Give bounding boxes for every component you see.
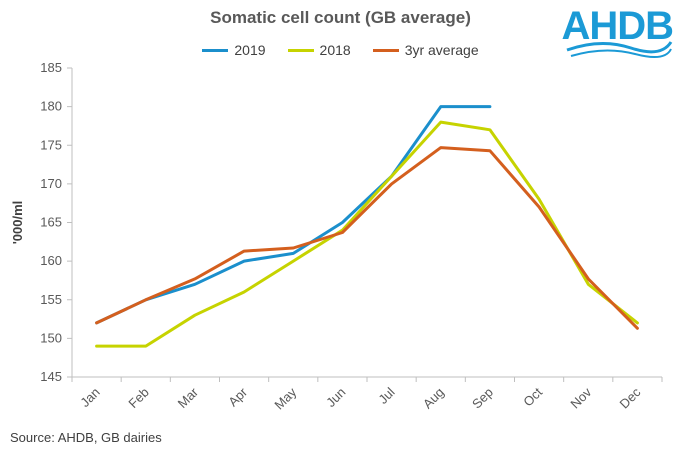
x-tick-label: Dec — [617, 384, 644, 411]
legend-swatch-3yr-average — [372, 48, 399, 52]
legend-item-3yr-average: 3yr average — [372, 42, 479, 58]
legend-label-2018: 2018 — [319, 42, 351, 58]
series-line-2019 — [95, 105, 492, 325]
y-tick-label: 185 — [40, 60, 62, 75]
x-tick-label: Sep — [469, 385, 496, 412]
x-tick-label: Nov — [567, 384, 594, 411]
y-tick-label: 155 — [40, 292, 62, 307]
chart-title: Somatic cell count (GB average) — [210, 8, 471, 27]
x-tick-label: Jan — [77, 385, 102, 410]
y-tick-label: 170 — [40, 176, 62, 191]
series-line-2018 — [95, 120, 639, 348]
legend-item-2019: 2019 — [202, 42, 266, 58]
x-tick-label: Apr — [225, 384, 250, 409]
x-tick-label: May — [271, 384, 299, 412]
y-tick-label: 160 — [40, 253, 62, 268]
x-tick-label: Feb — [125, 385, 151, 411]
source-note: Source: AHDB, GB dairies — [10, 430, 162, 445]
x-tick-label: Oct — [520, 384, 545, 409]
y-tick-label: 165 — [40, 215, 62, 230]
legend-swatch-2019 — [202, 48, 229, 52]
series-line-3yr-average — [95, 146, 639, 330]
legend-label-2019: 2019 — [234, 42, 266, 58]
y-tick-label: 175 — [40, 137, 62, 152]
legend-label-3yr-average: 3yr average — [404, 42, 479, 58]
x-tick-label: Mar — [175, 384, 202, 411]
y-tick-label: 150 — [40, 330, 62, 345]
logo-text: AHDB — [561, 4, 674, 48]
legend-item-2018: 2018 — [287, 42, 351, 58]
x-tick-label: Aug — [420, 385, 447, 412]
x-tick-label: Jul — [375, 384, 397, 406]
y-tick-label: 180 — [40, 99, 62, 114]
legend: 2019 2018 3yr average — [0, 42, 681, 58]
ahdb-logo: AHDB — [561, 4, 674, 60]
y-axis-title: '000/ml — [10, 201, 25, 245]
y-tick-label: 145 — [40, 369, 62, 384]
x-tick-label: Jun — [323, 385, 348, 410]
logo-wave-icon — [566, 41, 673, 59]
legend-swatch-2018 — [287, 48, 314, 52]
